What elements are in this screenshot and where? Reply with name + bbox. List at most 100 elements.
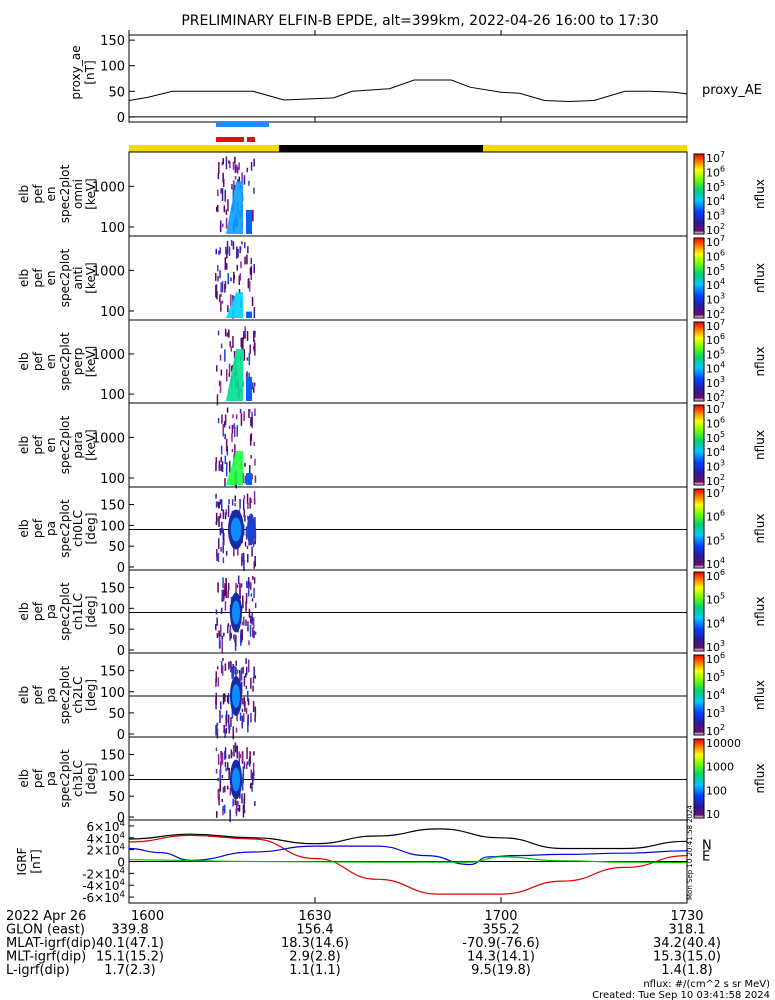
colorbar-tick-label: 1000	[706, 761, 734, 774]
spectrogram-pixel	[217, 582, 219, 593]
spectrogram-pixel	[230, 632, 232, 639]
igrf-ytick-label: 0	[117, 856, 125, 870]
spectrogram-pixel	[229, 341, 231, 347]
spectrogram-pixel	[226, 332, 229, 337]
spectrogram-pixel	[217, 666, 219, 670]
spectrogram-pixel	[250, 712, 252, 723]
spectrogram-pixel	[235, 668, 237, 681]
spectrogram-pixel	[245, 685, 248, 690]
spectrogram-pixel	[224, 257, 227, 270]
colorbar-tick-label: 105	[706, 179, 725, 194]
spectrogram-pixel	[220, 547, 222, 552]
spectrogram-pixel	[253, 386, 255, 393]
spectrogram-pixel	[223, 589, 225, 600]
igrf-ylabel: IGRF	[15, 847, 29, 875]
spectrogram-pixel	[220, 755, 223, 766]
spectrogram-ytick-label: 1000	[92, 431, 125, 446]
spectrogram-pixel	[249, 624, 252, 637]
spectrogram-ytick-label: 1000	[92, 348, 125, 363]
spectrogram-pixel	[236, 584, 239, 588]
spectrogram-pixel	[232, 241, 235, 250]
spectrogram-pixel	[243, 495, 246, 499]
spectrogram-pixel	[229, 460, 231, 473]
xaxis-row-value: 1.4(1.8)	[661, 963, 713, 978]
colorbar-tick-label: 105	[706, 669, 725, 684]
spectrogram-pixel	[218, 516, 220, 527]
spectrogram-pixel	[216, 394, 219, 406]
spectrogram-pixel	[246, 167, 249, 173]
spectrogram-pixel	[217, 501, 219, 507]
spectrogram-pixel	[217, 330, 220, 336]
spectrogram-frame	[128, 486, 688, 571]
spectrogram-pixel	[218, 501, 220, 509]
colorbar	[693, 738, 705, 819]
spectrogram-ytick-label: 100	[100, 519, 125, 534]
spectrogram-pixel	[224, 747, 227, 759]
spectrogram-pixel	[228, 246, 231, 256]
spectrogram-pixel	[253, 666, 255, 678]
spectrogram-pixel	[217, 418, 220, 424]
colorbar-tick-label: 102	[706, 306, 725, 321]
colorbar-label: nflux	[753, 764, 767, 794]
spectrogram-pixel	[222, 658, 224, 661]
spectrogram-pixel	[245, 601, 247, 612]
spectrogram-ytick-label: 100	[100, 602, 125, 617]
spectrogram-pixel	[232, 188, 235, 200]
spectrogram-pixel	[241, 172, 243, 185]
spectrogram-pixel	[224, 512, 227, 520]
spectrogram-pixel	[238, 176, 241, 184]
spectrogram-ylabel: spec2plot	[58, 164, 72, 223]
colorbar-tick-label: 10	[706, 808, 720, 821]
spectrogram-pixel	[215, 284, 217, 298]
spectrogram-pixel	[248, 281, 251, 292]
xaxis-tick-label: 1700	[484, 909, 517, 924]
spectrogram-pixel	[224, 455, 227, 465]
spectrogram-pixel	[234, 799, 236, 806]
spectrogram-pixel	[247, 621, 249, 632]
sunlit-bar	[483, 145, 687, 152]
spectrogram-pixel	[232, 335, 234, 349]
spectrogram-pixel	[245, 707, 248, 714]
spectrogram-pixel	[245, 619, 247, 626]
spectrogram-pixel	[242, 498, 245, 511]
spectrogram-pixel	[254, 631, 257, 635]
spectrogram-pixel	[225, 465, 228, 477]
spectrogram-pixel	[236, 264, 238, 271]
spectrogram-pixel	[218, 380, 221, 386]
spectrogram-ylabel: elb	[17, 352, 31, 370]
spectrogram-pixel	[225, 217, 228, 229]
spectrogram-pixel	[234, 164, 237, 173]
spectrogram-pixel	[247, 246, 249, 254]
spectrogram-pixel	[234, 176, 237, 180]
spectrogram-pixel	[230, 277, 232, 282]
spectrogram-ytick-label: 150	[100, 582, 125, 597]
spectrogram-pixel	[245, 526, 248, 537]
spectrogram-pixel	[229, 726, 231, 731]
spectrogram-pixel	[232, 726, 234, 740]
spectrogram-pixel	[215, 678, 217, 687]
spectrogram-pixel	[227, 625, 229, 634]
spectrogram-pixel	[250, 615, 252, 624]
spectrogram-pixel	[254, 602, 257, 609]
spectrogram-core	[246, 377, 252, 401]
spectrogram-ytick-label: 100	[100, 769, 125, 784]
colorbar-tick-label: 105	[706, 263, 725, 278]
spectrogram-pixel	[222, 509, 225, 519]
spectrogram-pixel	[254, 330, 256, 334]
colorbar-tick-label: 105	[706, 346, 725, 361]
spectrogram-pixel	[219, 270, 221, 279]
spectrogram-pixel	[243, 761, 246, 769]
spectrogram-pixel	[238, 751, 240, 760]
science-zone-red-bar	[247, 137, 255, 142]
spectrogram-pixel	[236, 167, 239, 174]
spectrogram-pixel	[230, 240, 233, 246]
spectrogram-pixel	[222, 158, 224, 165]
spectrogram-pixel	[245, 533, 248, 540]
spectrogram-pixel	[246, 747, 248, 759]
spectrogram-pixel	[233, 350, 236, 359]
spectrogram-pixel	[215, 725, 217, 736]
spectrogram-pixel	[253, 264, 255, 274]
spectrogram-pixel	[241, 241, 243, 245]
spectrogram-pixel	[224, 583, 226, 590]
spectrogram-pixel	[217, 275, 219, 282]
